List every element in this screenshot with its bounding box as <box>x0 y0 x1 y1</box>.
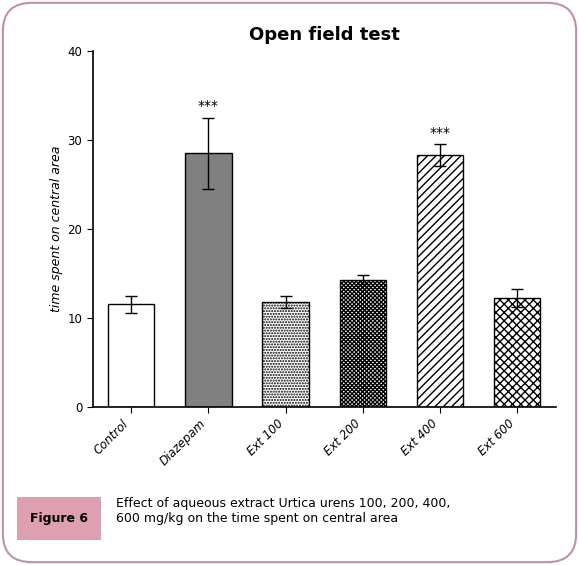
Title: Open field test: Open field test <box>249 26 400 44</box>
Text: ***: *** <box>430 126 450 140</box>
Bar <box>185 153 232 407</box>
Text: Figure 6: Figure 6 <box>30 512 89 525</box>
Bar <box>340 280 386 407</box>
Bar <box>417 155 463 407</box>
Text: Effect of aqueous extract Urtica urens 100, 200, 400,
600 mg/kg on the time spen: Effect of aqueous extract Urtica urens 1… <box>116 497 450 525</box>
Bar <box>108 305 155 407</box>
Bar <box>262 302 309 407</box>
Text: ***: *** <box>198 99 219 113</box>
Bar <box>494 298 540 407</box>
Y-axis label: time spent on central area: time spent on central area <box>50 146 63 312</box>
